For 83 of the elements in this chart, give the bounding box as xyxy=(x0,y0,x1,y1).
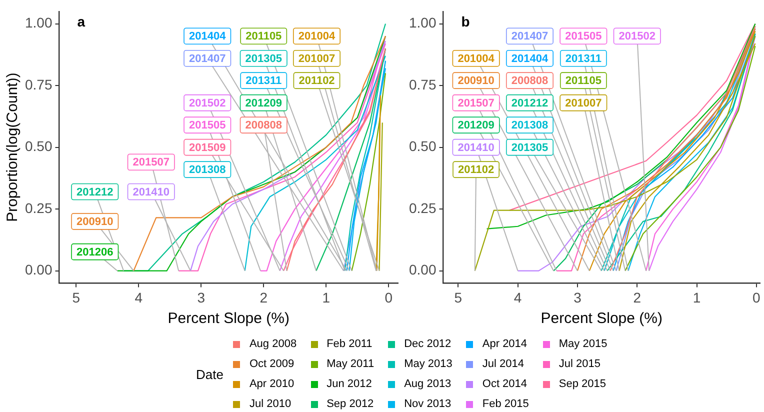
annotation: 200808 xyxy=(245,120,282,132)
annotation: 201404 xyxy=(511,52,549,65)
annotation: 201305 xyxy=(245,52,282,65)
legend-label: May 2013 xyxy=(404,358,452,370)
legend-label: Sep 2015 xyxy=(558,378,606,390)
y-tick-label: 0.25 xyxy=(25,200,52,216)
x-axis-title: Percent Slope (%) xyxy=(540,310,662,328)
annotation: 201404 xyxy=(189,30,227,43)
annotation: 201212 xyxy=(511,97,548,110)
annotation: 201407 xyxy=(511,30,548,43)
annotation: 201209 xyxy=(458,120,494,132)
y-axis-title: Proportion(log(Count)) xyxy=(4,72,22,222)
legend-label: Jun 2012 xyxy=(326,378,372,390)
annotation: 201502 xyxy=(618,30,656,43)
annotation: 201507 xyxy=(458,97,494,110)
y-tick-label: 0.00 xyxy=(25,262,52,278)
chart-title: b xyxy=(461,13,470,30)
x-tick-label: 2 xyxy=(633,289,642,306)
legend-label: Jul 2014 xyxy=(482,358,524,370)
annotation: 201407 xyxy=(189,52,226,65)
legend-label: Jul 2010 xyxy=(249,398,292,410)
annotation: 201004 xyxy=(298,30,336,43)
annotation: 200910 xyxy=(76,216,114,228)
x-tick-label: 0 xyxy=(384,289,393,306)
x-tick-label: 4 xyxy=(514,289,522,306)
legend-label: Feb 2015 xyxy=(482,398,529,410)
legend-label: Oct 2009 xyxy=(249,358,294,370)
annotation: 201410 xyxy=(132,186,170,198)
x-tick-label: 2 xyxy=(260,289,268,306)
annotation: 201305 xyxy=(511,142,548,154)
y-tick-label: 0.25 xyxy=(409,200,436,216)
legend-label: Aug 2013 xyxy=(404,378,452,390)
annotation: 201505 xyxy=(189,120,226,132)
y-tick-label: 0.75 xyxy=(409,76,436,92)
legend-label: May 2011 xyxy=(326,358,374,370)
x-axis-title: Percent Slope (%) xyxy=(168,310,290,328)
annotation: 201004 xyxy=(458,52,496,65)
y-tick-label: 0.50 xyxy=(25,138,52,154)
x-tick-label: 5 xyxy=(454,289,462,306)
x-tick-label: 1 xyxy=(692,289,701,306)
annotation: 201206 xyxy=(76,246,114,258)
legend-label: Oct 2014 xyxy=(482,378,528,390)
annotation: 201209 xyxy=(245,97,282,110)
annotation: 201505 xyxy=(565,30,602,43)
chart-title: a xyxy=(77,13,86,30)
y-tick-label: 1.00 xyxy=(409,14,436,31)
annotation: 201007 xyxy=(565,97,602,110)
legend-label: Feb 2011 xyxy=(326,338,372,350)
annotation: 201502 xyxy=(189,97,226,110)
y-tick-label: 0.00 xyxy=(409,262,436,278)
x-tick-label: 5 xyxy=(72,289,80,306)
annotation: 201007 xyxy=(298,52,336,65)
legend-label: Aug 2008 xyxy=(249,338,297,350)
legend-label: Apr 2010 xyxy=(249,378,294,390)
annotation: 201102 xyxy=(458,164,494,176)
annotation: 201509 xyxy=(189,142,226,154)
annotation: 201311 xyxy=(565,52,602,65)
annotation: 201308 xyxy=(511,120,548,132)
y-tick-label: 0.75 xyxy=(25,76,52,92)
legend-label: May 2015 xyxy=(558,338,608,350)
x-tick-label: 3 xyxy=(574,289,582,306)
legend-label: Apr 2014 xyxy=(482,338,528,350)
x-tick-label: 3 xyxy=(197,289,206,306)
annotation: 200808 xyxy=(511,75,548,88)
x-tick-label: 1 xyxy=(322,289,330,306)
x-tick-label: 4 xyxy=(134,289,143,306)
annotation: 201308 xyxy=(189,164,226,176)
y-tick-label: 0.50 xyxy=(409,138,436,154)
annotation: 201507 xyxy=(132,156,170,169)
annotation: 201105 xyxy=(565,75,602,88)
legend-label: Nov 2013 xyxy=(404,398,452,410)
y-tick-label: 1.00 xyxy=(25,14,52,31)
x-tick-label: 0 xyxy=(752,289,761,306)
annotation: 201311 xyxy=(246,75,282,88)
annotation: 201105 xyxy=(246,30,282,43)
annotation: 201102 xyxy=(298,75,335,88)
annotation: 201212 xyxy=(76,186,114,198)
legend-label: Jul 2015 xyxy=(558,358,600,370)
annotation: 200910 xyxy=(458,75,494,88)
annotation: 201410 xyxy=(458,142,494,154)
legend-label: Dec 2012 xyxy=(404,338,452,350)
legend-label: Sep 2012 xyxy=(326,398,374,410)
legend-title: Date xyxy=(196,366,224,382)
